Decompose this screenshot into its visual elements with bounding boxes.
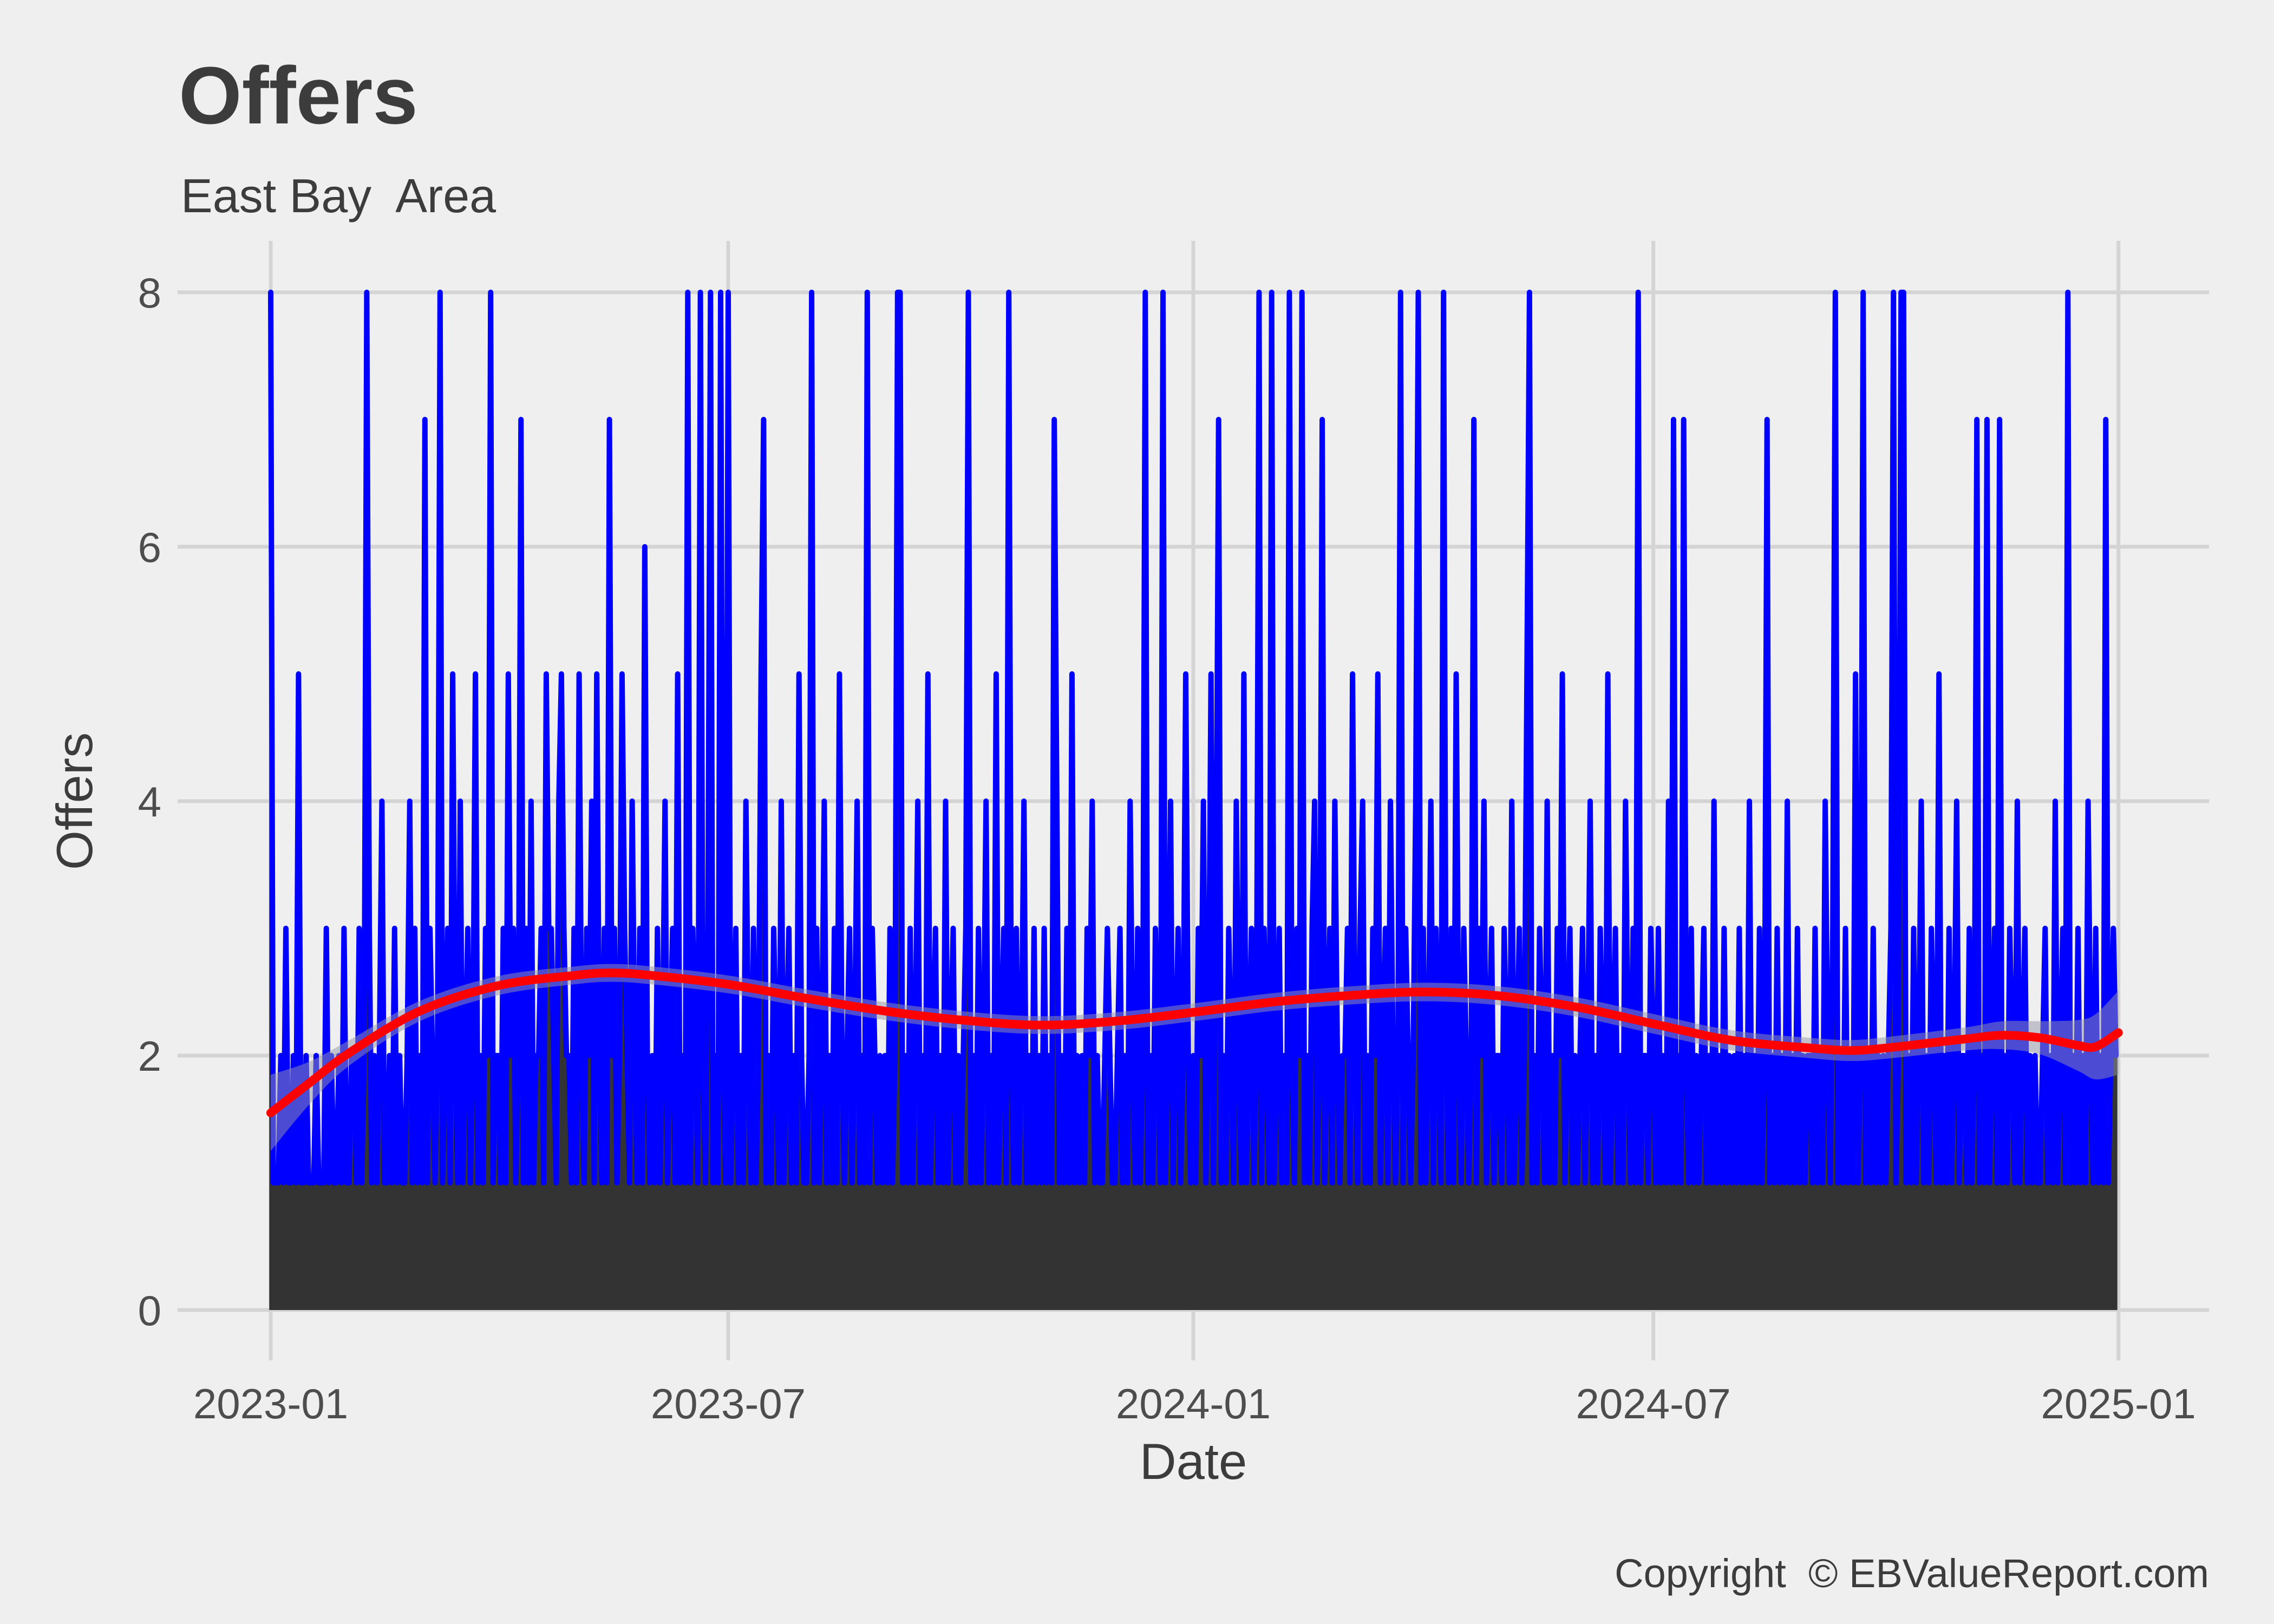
chart-title: Offers xyxy=(179,50,418,141)
y-tick-label: 2 xyxy=(138,1032,161,1080)
y-tick-label: 0 xyxy=(138,1287,161,1334)
x-axis-tick-labels: 2023-01 2023-07 2024-01 2024-07 2025-01 xyxy=(193,1380,2196,1427)
trend-line-layer xyxy=(266,968,2123,1117)
x-axis-title: Date xyxy=(1140,1433,1247,1490)
y-axis-tick-labels: 0 2 4 6 8 xyxy=(138,269,161,1334)
y-axis-title: Offers xyxy=(46,732,103,870)
y-tick-label: 4 xyxy=(138,778,161,826)
x-tick-label: 2023-07 xyxy=(651,1380,806,1427)
x-tick-label: 2023-01 xyxy=(193,1380,348,1427)
chart-subtitle: East Bay Area xyxy=(181,169,496,222)
y-tick-label: 6 xyxy=(138,523,161,571)
x-tick-label: 2025-01 xyxy=(2041,1380,2196,1427)
x-tick-label: 2024-01 xyxy=(1116,1380,1271,1427)
copyright-text: Copyright © EBValueReport.com xyxy=(1615,1551,2209,1596)
x-tick-label: 2024-07 xyxy=(1576,1380,1731,1427)
y-tick-label: 8 xyxy=(138,269,161,317)
trend-line xyxy=(266,968,2123,1117)
